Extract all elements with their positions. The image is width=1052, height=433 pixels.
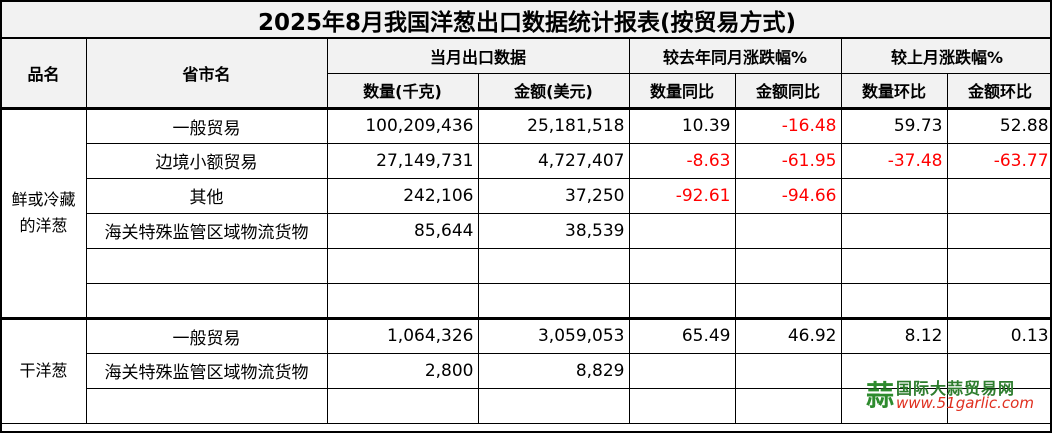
qty-mom-cell [840, 352, 948, 389]
header-group-current: 当月出口数据 [326, 37, 630, 74]
report-title: 2025年8月我国洋葱出口数据统计报表(按贸易方式) [0, 0, 1052, 39]
region-cell: 其他 [85, 177, 328, 214]
table-row: 其他 242,106 37,250 -92.61 -94.66 [1, 177, 1052, 214]
amount-cell [477, 282, 630, 319]
qty-cell [326, 387, 479, 424]
amount-yoy-cell [734, 247, 842, 284]
qty-yoy-cell [628, 212, 736, 249]
header-region: 省市名 [85, 37, 328, 110]
header-amount-yoy: 金额同比 [734, 72, 842, 110]
qty-cell: 2,800 [326, 352, 479, 389]
qty-yoy-cell: 10.39 [628, 107, 736, 144]
amount-mom-cell [946, 177, 1052, 214]
qty-mom-cell [840, 177, 948, 214]
qty-yoy-cell: -8.63 [628, 142, 736, 179]
qty-yoy-cell: 65.49 [628, 316, 736, 354]
onion-export-table: 2025年8月我国洋葱出口数据统计报表(按贸易方式) 品名 省市名 当月出口数据… [0, 0, 1052, 424]
qty-mom-cell: 8.12 [840, 316, 948, 354]
region-cell [85, 387, 328, 424]
amount-yoy-cell: -61.95 [734, 142, 842, 179]
region-cell: 海关特殊监管区域物流货物 [85, 352, 328, 389]
amount-cell: 4,727,407 [477, 142, 630, 179]
qty-mom-cell [840, 282, 948, 319]
qty-mom-cell [840, 387, 948, 424]
amount-yoy-cell: 46.92 [734, 316, 842, 354]
qty-cell: 27,149,731 [326, 142, 479, 179]
amount-mom-cell: -63.77 [946, 142, 1052, 179]
amount-mom-cell [946, 387, 1052, 424]
qty-cell [326, 282, 479, 319]
qty-mom-cell: 59.73 [840, 107, 948, 144]
region-cell [85, 282, 328, 319]
region-cell [85, 247, 328, 284]
header-amount: 金额(美元) [477, 72, 630, 110]
qty-mom-cell [840, 212, 948, 249]
qty-cell [326, 247, 479, 284]
header-group-mom: 较上月涨跌幅% [840, 37, 1052, 74]
amount-yoy-cell [734, 352, 842, 389]
amount-cell: 37,250 [477, 177, 630, 214]
table-row: 边境小额贸易 27,149,731 4,727,407 -8.63 -61.95 -37.… [1, 142, 1052, 179]
amount-cell [477, 247, 630, 284]
header-group-yoy: 较去年同月涨跌幅% [628, 37, 842, 74]
product-name-cell: 干洋葱 [0, 316, 87, 424]
amount-mom-cell [946, 282, 1052, 319]
qty-yoy-cell: -92.61 [628, 177, 736, 214]
amount-cell: 38,539 [477, 212, 630, 249]
header-qty-mom: 数量环比 [840, 72, 948, 110]
amount-cell: 8,829 [477, 352, 630, 389]
table-row [1, 282, 1052, 319]
header-product: 品名 [0, 37, 87, 110]
table-row [1, 387, 1052, 424]
qty-cell: 1,064,326 [326, 316, 479, 354]
header-amount-mom: 金额环比 [946, 72, 1052, 110]
header-qty-yoy: 数量同比 [628, 72, 736, 110]
qty-mom-cell [840, 247, 948, 284]
qty-yoy-cell [628, 282, 736, 319]
region-cell: 边境小额贸易 [85, 142, 328, 179]
qty-yoy-cell [628, 387, 736, 424]
amount-mom-cell: 52.88 [946, 107, 1052, 144]
amount-yoy-cell: -16.48 [734, 107, 842, 144]
qty-cell: 100,209,436 [326, 107, 479, 144]
region-cell: 一般贸易 [85, 316, 328, 354]
amount-mom-cell [946, 247, 1052, 284]
amount-yoy-cell [734, 387, 842, 424]
table-row: 海关特殊监管区域物流货物 2,800 8,829 [1, 352, 1052, 389]
amount-mom-cell: 0.13 [946, 316, 1052, 354]
qty-cell: 242,106 [326, 177, 479, 214]
header-qty: 数量(千克) [326, 72, 479, 110]
qty-mom-cell: -37.48 [840, 142, 948, 179]
amount-yoy-cell [734, 212, 842, 249]
qty-cell: 85,644 [326, 212, 479, 249]
table-row: 干洋葱 一般贸易 1,064,326 3,059,053 65.49 46.92 8.12 0… [0, 316, 1052, 424]
product-name-cell: 鲜或冷藏的洋葱 [0, 107, 87, 319]
qty-yoy-cell [628, 247, 736, 284]
region-cell: 一般贸易 [85, 107, 328, 144]
table-row: 鲜或冷藏的洋葱 一般贸易 100,209,436 25,181,518 10.39 -16… [0, 107, 1052, 319]
amount-mom-cell [946, 352, 1052, 389]
qty-yoy-cell [628, 352, 736, 389]
amount-yoy-cell: -94.66 [734, 177, 842, 214]
amount-cell [477, 387, 630, 424]
amount-mom-cell [946, 212, 1052, 249]
amount-cell: 3,059,053 [477, 316, 630, 354]
amount-cell: 25,181,518 [477, 107, 630, 144]
region-cell: 海关特殊监管区域物流货物 [85, 212, 328, 249]
table-row [1, 247, 1052, 284]
table-row: 海关特殊监管区域物流货物 85,644 38,539 [1, 212, 1052, 249]
amount-yoy-cell [734, 282, 842, 319]
